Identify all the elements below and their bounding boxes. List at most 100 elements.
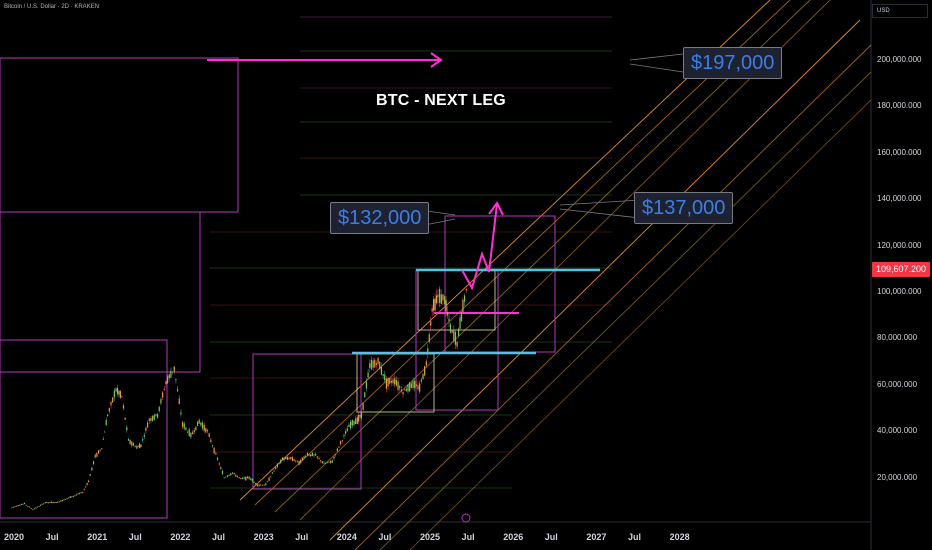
candle-body [419, 383, 421, 392]
candle-body [12, 506, 15, 508]
symbol-header: Bitcoin / U.S. Dollar · 2D · KRAKEN [4, 4, 100, 10]
candle-body [55, 502, 57, 504]
candle-body [210, 439, 212, 443]
candle-body [35, 507, 37, 509]
candle-body [160, 399, 162, 404]
candle-body [121, 395, 123, 397]
candle-body [105, 419, 107, 426]
time-tick-label: Jul [378, 532, 392, 542]
candle-body [273, 470, 275, 472]
candle-body [122, 405, 125, 409]
candle-body [453, 330, 455, 341]
candle-body [92, 461, 95, 464]
candle-body [261, 484, 264, 486]
candle-body [241, 478, 244, 480]
candle-body [226, 475, 229, 477]
candle-body [255, 482, 257, 485]
candle-body [359, 415, 361, 417]
candle-body [311, 452, 313, 457]
candle-body [221, 470, 224, 475]
candle-body [220, 467, 222, 469]
candle-body [348, 424, 350, 427]
candle-body [462, 299, 464, 313]
candle-body [433, 299, 435, 311]
candle-body [124, 417, 126, 420]
candle-body [384, 374, 386, 381]
candle-body [397, 381, 399, 390]
candle-body [374, 359, 376, 368]
candle-body [58, 501, 60, 503]
candle-body [102, 438, 104, 440]
candle-body [399, 386, 401, 388]
range-box [0, 211, 201, 373]
price-tick-label: 40,000.000 [877, 426, 918, 436]
candle-body [155, 414, 157, 416]
candle-body [223, 477, 225, 479]
time-tick-label: 2026 [503, 532, 524, 542]
candle-body [434, 298, 436, 311]
candle-body [268, 477, 270, 482]
candle-body [451, 330, 453, 333]
candle-body [41, 503, 43, 505]
candle-body [201, 422, 204, 429]
candle-body [175, 378, 177, 381]
candle-body [19, 504, 21, 506]
candle-body [420, 379, 422, 382]
time-tick-label: Jul [461, 532, 475, 542]
candle-body [190, 432, 192, 438]
candle-body [161, 392, 164, 398]
candle-body [198, 419, 200, 424]
candle-body [28, 506, 31, 508]
candle-body [345, 431, 347, 434]
candle-body [61, 499, 64, 502]
candle-body [428, 334, 430, 342]
candle-body [142, 439, 144, 441]
candle-body [246, 476, 249, 479]
candle-body [206, 430, 209, 432]
candle-body [448, 318, 450, 321]
candle-body [11, 507, 13, 509]
candle-body [79, 493, 81, 495]
candle-body [176, 389, 179, 392]
candle-body [412, 380, 414, 388]
candle-body [77, 493, 79, 495]
candle-body [281, 457, 283, 461]
candle-body [425, 361, 427, 366]
candle-body [444, 296, 446, 305]
candle-body [57, 501, 59, 503]
candle-body [231, 472, 234, 474]
candle-body [101, 448, 103, 449]
candle-body [439, 288, 441, 303]
candle-body [422, 374, 424, 380]
candle-body [75, 494, 78, 496]
candle-body [203, 424, 205, 431]
candle-body [394, 378, 396, 385]
time-tick-label: 2025 [420, 532, 441, 542]
candle-body [173, 366, 175, 372]
candle-body [283, 457, 285, 461]
candle-body [14, 506, 16, 508]
candle-body [308, 454, 310, 456]
candle-body [298, 460, 300, 466]
callout-pointer [559, 199, 641, 206]
candle-body [464, 295, 466, 302]
consolidation-box [356, 353, 435, 413]
candle-body [417, 385, 419, 390]
candle-body [328, 461, 330, 463]
range-box [0, 339, 168, 519]
time-tick-label: 2022 [170, 532, 191, 542]
candle-body [402, 391, 404, 395]
candle-body [230, 473, 232, 476]
long-arrow-head [430, 52, 443, 68]
candle-body [107, 414, 109, 417]
range-box [252, 353, 362, 490]
candle-body [83, 489, 85, 490]
candle-body [454, 331, 457, 345]
candle-body [158, 406, 160, 412]
currency-selector[interactable]: USD [872, 4, 928, 18]
candle-body [288, 457, 290, 460]
candle-body [96, 453, 98, 457]
candle-body [85, 486, 87, 488]
candle-body [16, 505, 18, 507]
